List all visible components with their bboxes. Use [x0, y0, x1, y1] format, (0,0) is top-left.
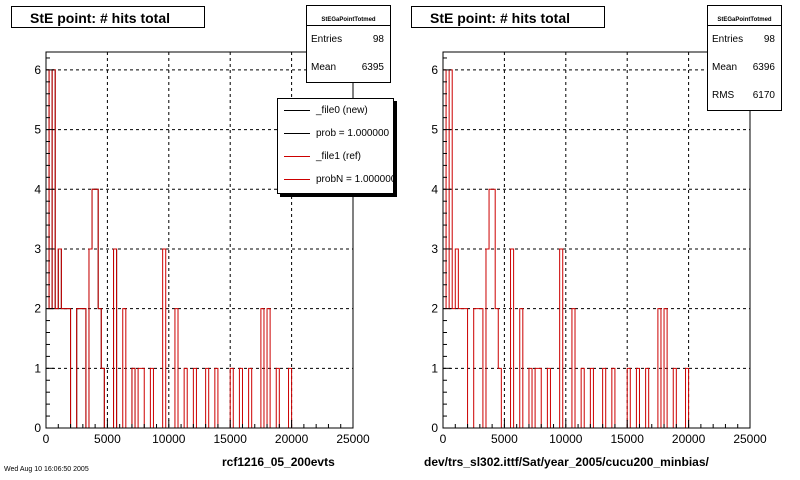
legend-label-file0: _file0 (new)	[316, 105, 368, 116]
right-stats-entries-value: 98	[763, 34, 775, 45]
left-ytick-label-3: 3	[34, 242, 41, 256]
left-series-1	[45, 69, 347, 429]
left-xtick-label-0: 0	[43, 432, 50, 446]
right-xtick-label-5000: 5000	[491, 432, 518, 446]
footer-timestamp: Wed Aug 10 16:06:50 2005	[4, 466, 89, 473]
right-stats-rms: RMS 6170	[708, 82, 781, 110]
right-xtick-label-25000: 25000	[733, 432, 767, 446]
legend-swatch-file0	[284, 110, 310, 111]
left-ytick-label-1: 1	[34, 361, 41, 375]
left-xtick-label-15000: 15000	[214, 432, 248, 446]
left-legend: _file0 (new) prob = 1.000000 _file1 (ref…	[277, 98, 394, 194]
right-ytick-label-6: 6	[431, 63, 438, 77]
left-plot-frame	[45, 51, 354, 429]
right-ytick-label-5: 5	[431, 123, 438, 137]
right-stats-name: StEGaPointTotmed	[708, 6, 781, 26]
legend-entry-file1: _file1 (ref)	[278, 145, 393, 168]
right-ytick-label-2: 2	[431, 302, 438, 316]
left-xtick-label-10000: 10000	[152, 432, 186, 446]
right-stats-entries: Entries 98	[708, 26, 781, 54]
right-ytick-label-0: 0	[431, 421, 438, 435]
left-xtick-label-5000: 5000	[94, 432, 121, 446]
left-title: StE point: # hits total	[30, 10, 170, 26]
legend-swatch-file1	[284, 156, 310, 157]
legend-entry-probn: probN = 1.000000	[278, 168, 393, 191]
left-stats-mean-value: 6395	[361, 62, 384, 73]
right-caption: dev/trs_sl302.ittf/Sat/year_2005/cucu200…	[424, 455, 709, 469]
right-series-0	[442, 69, 744, 429]
left-ytick-label-5: 5	[34, 123, 41, 137]
right-stats-mean: Mean 6396	[708, 54, 781, 82]
legend-entry-file0: _file0 (new)	[278, 99, 393, 122]
right-stats-mean-value: 6396	[752, 62, 775, 73]
right-title-box: StE point: # hits total	[411, 6, 605, 28]
right-stats-entries-label: Entries	[712, 34, 744, 45]
left-caption: rcf1216_05_200evts	[222, 455, 335, 469]
right-stats-rms-label: RMS	[712, 90, 735, 101]
legend-label-prob: prob = 1.000000	[316, 128, 390, 139]
right-ytick-label-1: 1	[431, 361, 438, 375]
left-stats-mean-label: Mean	[311, 62, 337, 73]
right-stats-box: StEGaPointTotmed Entries 98 Mean 6396 RM…	[707, 5, 782, 111]
left-ytick-label-4: 4	[34, 182, 41, 196]
right-xtick-label-15000: 15000	[611, 432, 645, 446]
left-ytick-label-6: 6	[34, 63, 41, 77]
left-stats-entries-value: 98	[372, 34, 384, 45]
right-xtick-label-10000: 10000	[549, 432, 583, 446]
legend-entry-prob: prob = 1.000000	[278, 122, 393, 145]
right-ytick-label-3: 3	[431, 242, 438, 256]
left-xtick-label-25000: 25000	[336, 432, 370, 446]
right-xtick-label-20000: 20000	[672, 432, 706, 446]
left-stats-entries: Entries 98	[307, 26, 390, 54]
right-stats-rms-value: 6170	[752, 90, 775, 101]
right-stats-mean-label: Mean	[712, 62, 738, 73]
legend-swatch-probn	[284, 179, 310, 180]
left-stats-box: StEGaPointTotmed Entries 98 Mean 6395	[306, 5, 391, 83]
right-plot-frame	[442, 51, 751, 429]
left-xtick-label-20000: 20000	[275, 432, 309, 446]
left-stats-mean: Mean 6395	[307, 54, 390, 82]
left-ytick-label-2: 2	[34, 302, 41, 316]
legend-label-file1: _file1 (ref)	[316, 151, 362, 162]
right-title: StE point: # hits total	[430, 10, 570, 26]
legend-swatch-prob	[284, 133, 310, 134]
right-ytick-label-4: 4	[431, 182, 438, 196]
right-xtick-label-0: 0	[440, 432, 447, 446]
legend-label-probn: probN = 1.000000	[316, 174, 394, 185]
left-stats-entries-label: Entries	[311, 34, 343, 45]
left-ytick-label-0: 0	[34, 421, 41, 435]
left-title-box: StE point: # hits total	[11, 6, 205, 28]
left-stats-name: StEGaPointTotmed	[307, 6, 390, 26]
